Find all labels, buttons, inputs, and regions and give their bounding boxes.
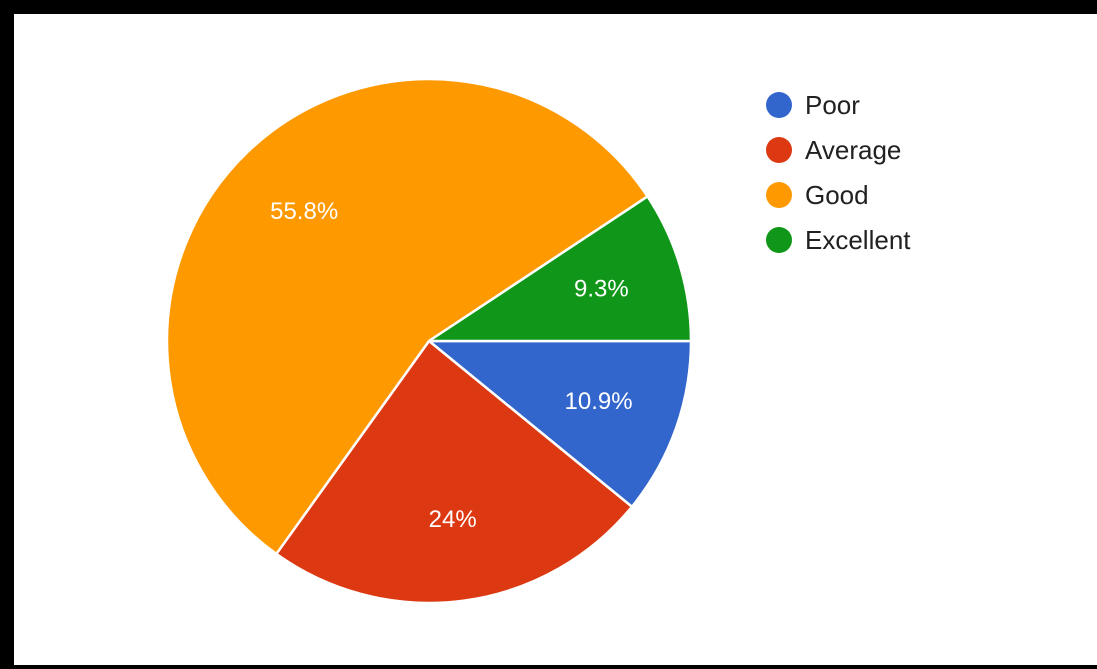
legend: Poor Average Good Excellent [766, 90, 911, 255]
legend-swatch-good [766, 182, 792, 208]
legend-label-poor: Poor [805, 90, 860, 120]
legend-label-good: Good [805, 180, 869, 210]
pie-slice-labels: 10.9% 24% 55.8% 9.3% [270, 198, 632, 533]
pie-slice-label-excellent: 9.3% [574, 276, 629, 303]
legend-swatch-excellent [766, 227, 792, 253]
legend-item-good: Good [766, 180, 869, 210]
pie-slice-excellent [427, 195, 693, 343]
legend-item-average: Average [766, 135, 901, 165]
pie-slice-good [165, 77, 649, 556]
pie-slice-label-average: 24% [429, 506, 477, 533]
legend-label-average: Average [805, 135, 901, 165]
legend-swatch-poor [766, 92, 792, 118]
legend-swatch-average [766, 137, 792, 163]
pie-slices [165, 77, 693, 605]
legend-label-excellent: Excellent [805, 225, 911, 255]
pie-slice-poor [427, 339, 693, 508]
pie-slice-average [275, 339, 634, 605]
legend-item-excellent: Excellent [766, 225, 911, 255]
pie-slice-label-good: 55.8% [270, 198, 338, 225]
pie-slice-label-poor: 10.9% [565, 388, 633, 415]
legend-item-poor: Poor [766, 90, 860, 120]
